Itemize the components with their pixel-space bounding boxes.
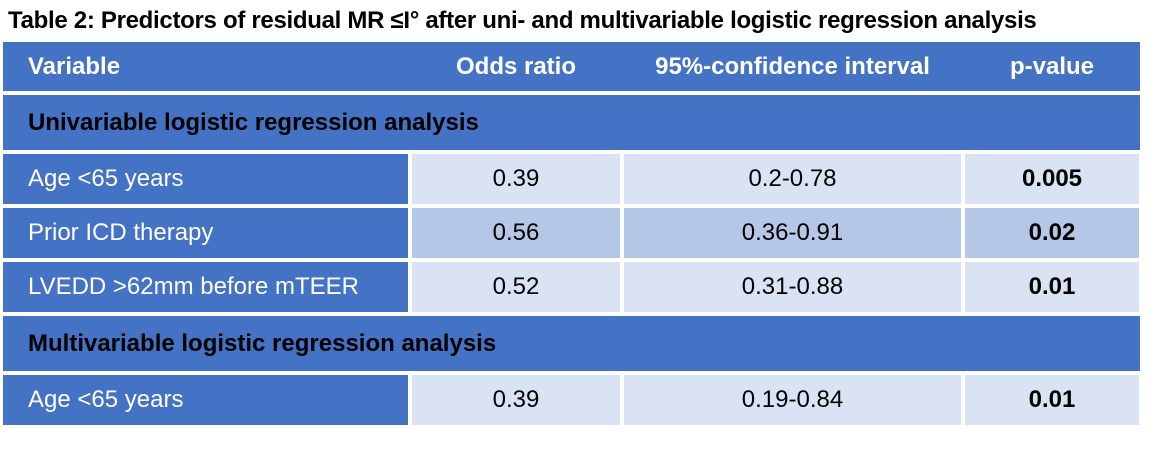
ci-cell: 0.19-0.84 [624,375,961,425]
section-header-multivariable: Multivariable logistic regression analys… [3,316,1140,371]
table-row: Prior ICD therapy 0.56 0.36-0.91 0.02 [3,208,1140,258]
odds-ratio-cell: 0.39 [412,154,620,204]
section-header-univariable: Univariable logistic regression analysis [3,95,1140,150]
table-row: LVEDD >62mm before mTEER 0.52 0.31-0.88 … [3,262,1140,312]
variable-cell: Age <65 years [3,154,408,204]
variable-cell: Age <65 years [3,375,408,425]
table-row: Age <65 years 0.39 0.2-0.78 0.005 [3,154,1140,204]
odds-ratio-cell: 0.56 [412,208,620,258]
p-value-cell: 0.01 [965,262,1139,312]
odds-ratio-cell: 0.52 [412,262,620,312]
column-header-ci: 95%-confidence interval [655,52,930,80]
ci-cell: 0.36-0.91 [624,208,961,258]
p-value-cell: 0.02 [965,208,1139,258]
p-value-cell: 0.005 [965,154,1139,204]
odds-ratio-cell: 0.39 [412,375,620,425]
variable-cell: LVEDD >62mm before mTEER [3,262,408,312]
ci-cell: 0.2-0.78 [624,154,961,204]
table-caption: Table 2: Predictors of residual MR ≤I° a… [8,7,1037,34]
column-header-variable: Variable [28,52,121,80]
ci-cell: 0.31-0.88 [624,262,961,312]
results-table: Variable Odds ratio 95%-confidence inter… [3,42,1140,425]
table-header-row: Variable Odds ratio 95%-confidence inter… [3,42,1140,91]
p-value-cell: 0.01 [965,375,1139,425]
variable-cell: Prior ICD therapy [3,208,408,258]
column-header-odds-ratio: Odds ratio [455,52,576,80]
column-header-p-value: p-value [1009,52,1095,80]
table-row: Age <65 years 0.39 0.19-0.84 0.01 [3,375,1140,425]
